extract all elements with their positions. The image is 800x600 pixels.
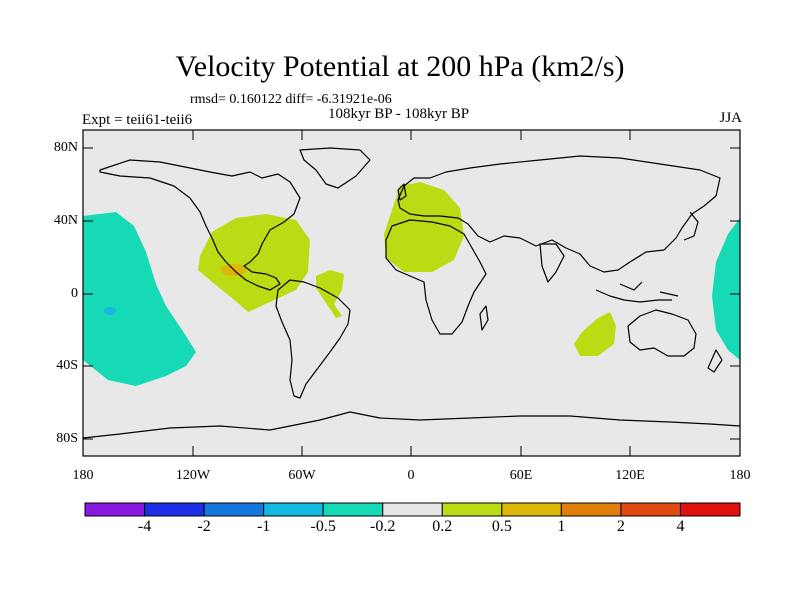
coast-antarctica	[82, 411, 741, 439]
x-tick-label: 60W	[288, 468, 316, 483]
y-tick-label: 80S	[56, 431, 78, 446]
coast-africa	[385, 219, 487, 335]
colorbar-label: 2	[616, 518, 625, 535]
y-tick-label: 0	[71, 286, 78, 301]
colorbar	[84, 502, 741, 517]
colorbar-label: -0.5	[310, 518, 336, 535]
colorbar-swatch	[620, 502, 681, 517]
x-tick-label: 180	[72, 468, 94, 483]
colorbar-swatch	[144, 502, 205, 517]
colorbar-swatch	[203, 502, 265, 517]
y-tick-label: 80N	[53, 140, 78, 155]
coast-indonesia	[595, 281, 679, 303]
colorbar-label: 1	[557, 518, 566, 535]
x-tick-label: 120W	[175, 468, 211, 483]
x-tick-label: 60E	[509, 468, 533, 483]
y-axis-ticks	[83, 130, 740, 456]
colorbar-label: -2	[197, 518, 211, 535]
coast-uk	[397, 183, 407, 201]
anomaly-pacific-west	[83, 212, 196, 386]
colorbar-swatch	[501, 502, 562, 517]
anomaly-central-america	[198, 214, 310, 312]
subtitle-text: 108kyr BP - 108kyr BP	[328, 106, 470, 122]
coast-australia	[627, 309, 697, 357]
coast-madagascar	[479, 305, 489, 331]
colorbar-label: -4	[137, 518, 152, 535]
coast-india	[539, 243, 565, 283]
coast-south-america	[275, 279, 351, 399]
colorbar-swatch	[679, 502, 741, 517]
colorbar-label: 0.2	[432, 518, 453, 535]
anomaly-pacific-blue	[104, 307, 116, 315]
experiment-label: Expt = teii61-teii6	[82, 112, 193, 128]
coast-new-zealand	[707, 349, 723, 373]
colorbar-swatch	[382, 502, 443, 517]
x-tick-label: 120E	[615, 468, 645, 483]
colorbar-label: -1	[256, 518, 271, 535]
y-tick-label: 40S	[56, 358, 78, 373]
map-background	[83, 130, 740, 456]
colorbar-swatch	[441, 502, 503, 517]
coast-north-america	[99, 159, 301, 291]
season-label: JJA	[719, 110, 742, 126]
colorbar-swatch	[263, 502, 324, 517]
colorbar-swatch	[322, 502, 384, 517]
coast-greenland	[299, 147, 371, 189]
coast-eurasia	[397, 155, 721, 273]
colorbar-label: 4	[676, 518, 685, 535]
anomaly-europe-africa	[384, 182, 464, 272]
anomaly-pacific-east	[712, 218, 740, 360]
coast-japan	[683, 211, 699, 241]
colorbar-label: 0.5	[491, 518, 512, 535]
x-tick-label: 0	[407, 468, 415, 483]
anomaly-indian-ocean	[574, 312, 616, 356]
y-tick-label: 40N	[53, 213, 78, 228]
stats-text: rmsd= 0.160122 diff= -6.31921e-06	[190, 92, 392, 107]
colorbar-swatch	[84, 502, 146, 517]
colorbar-swatch	[560, 502, 622, 517]
colorbar-label: -0.2	[370, 518, 396, 535]
map-title: Velocity Potential at 200 hPa (km2/s)	[175, 50, 625, 83]
x-tick-label: 180	[729, 468, 751, 483]
coastlines	[82, 147, 741, 439]
